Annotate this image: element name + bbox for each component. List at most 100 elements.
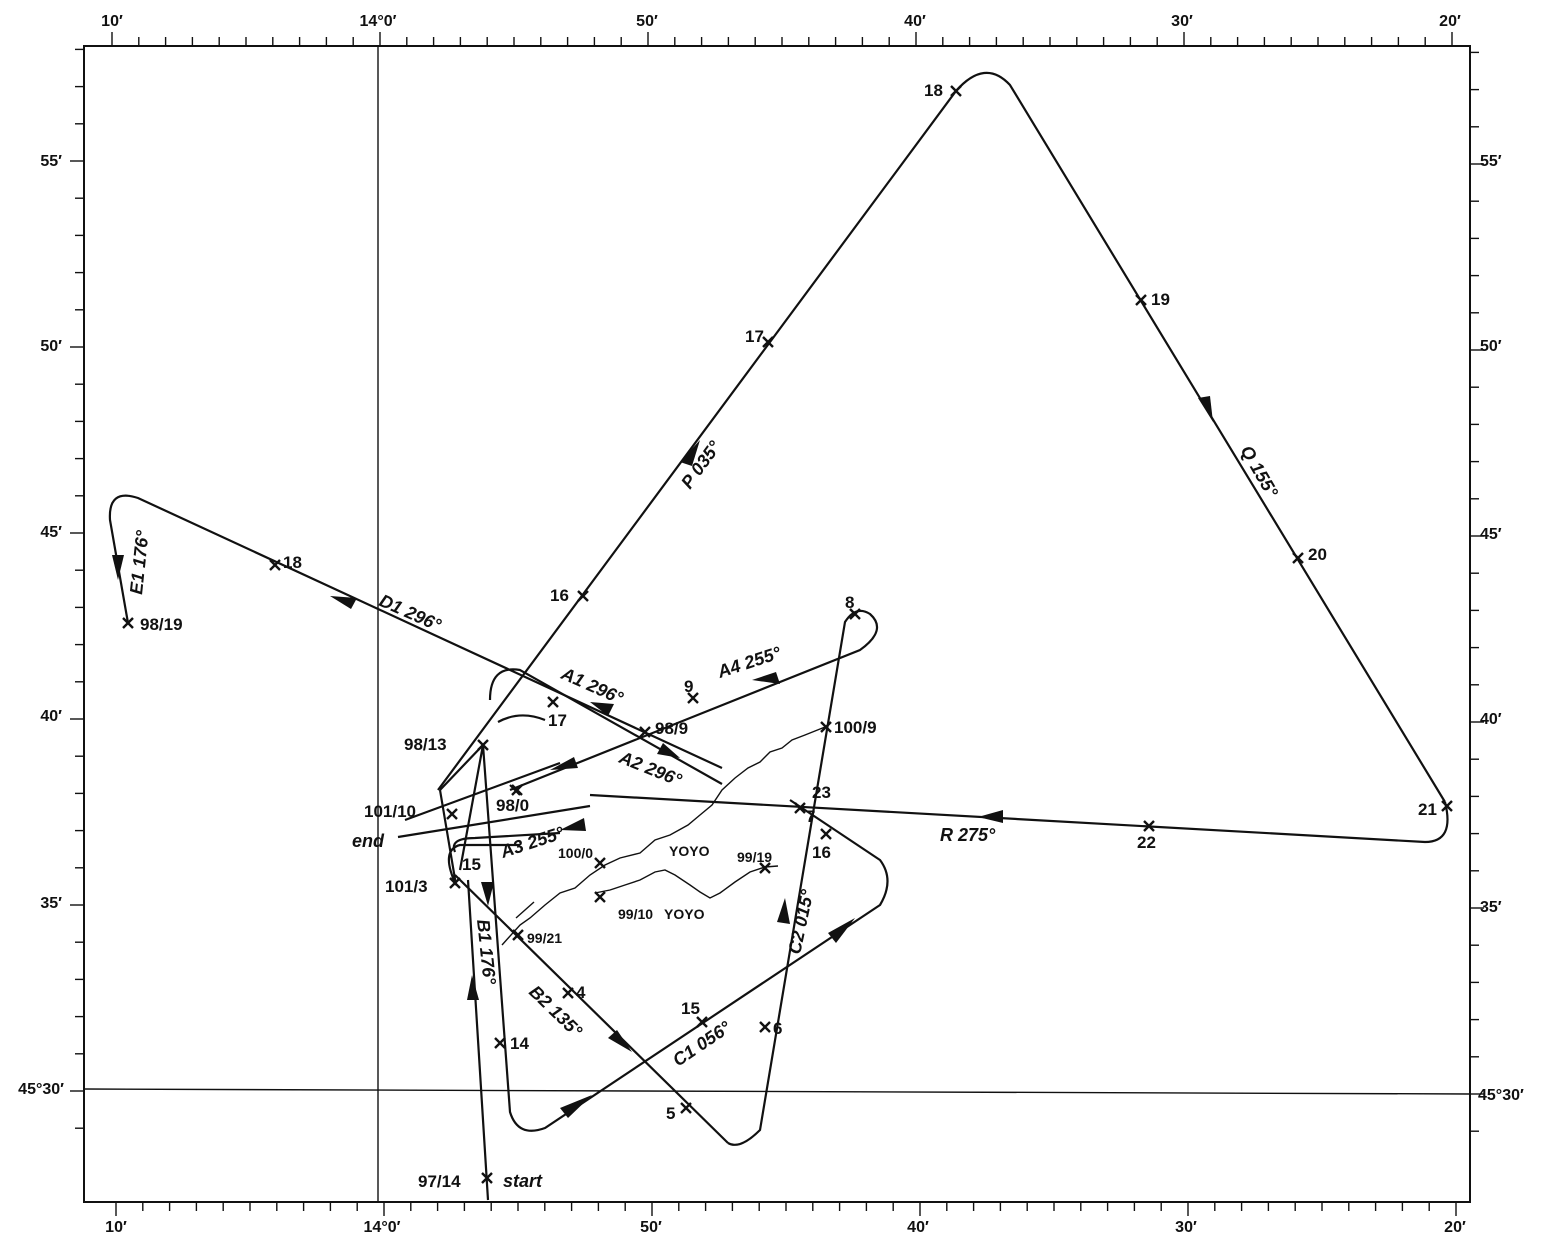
station-label-16-right: 16 [812, 843, 831, 862]
station-marker [820, 828, 832, 840]
arrow-e1 [112, 555, 124, 580]
station-label-21: 21 [1418, 800, 1437, 819]
station-marker [639, 726, 651, 738]
top-label-10: 10′ [101, 13, 123, 30]
station-label-100-9: 100/9 [834, 718, 877, 737]
parallel-45-30 [83, 1088, 1471, 1095]
yoyo-label-1: YOYO [669, 843, 710, 859]
arrow-a4 [752, 672, 780, 684]
station-marker [594, 891, 606, 903]
left-label-50: 50′ [40, 338, 62, 355]
top-axis-labels: 10′ 14°0′ 50′ 40′ 30′ 20′ [101, 13, 1461, 30]
station-label-16-left: 16 [550, 586, 569, 605]
track-leg-r [589, 793, 1449, 844]
station-label-18-left: 18 [283, 553, 302, 572]
arrow-a1 [590, 702, 614, 716]
station-marker [594, 857, 606, 869]
station-label-20: 20 [1308, 545, 1327, 564]
yoyo-track-2 [594, 865, 779, 899]
left-label-45: 45′ [40, 524, 62, 541]
arrow-a2 [657, 743, 680, 758]
station-marker [562, 987, 574, 999]
station-marker [577, 590, 589, 602]
station-label-98-0: 98/0 [496, 796, 529, 815]
axis-ticks [70, 32, 1484, 1216]
station-marker [547, 696, 559, 708]
leg-label-a3: A3 255° [497, 822, 567, 862]
station-marker [759, 1021, 771, 1033]
station-marker [696, 1016, 708, 1028]
right-label-45-30: 45°30′ [1478, 1087, 1524, 1104]
station-label-6: 6 [773, 1019, 782, 1038]
station-label-99-21: 99/21 [527, 930, 562, 946]
bottom-label-40: 40′ [907, 1219, 929, 1236]
station-label-17-top: 17 [745, 327, 764, 346]
arrow-a3-upper [550, 757, 578, 770]
bottom-label-10: 10′ [105, 1219, 127, 1236]
track-leg-a2 [497, 714, 546, 723]
right-label-55: 55′ [1480, 153, 1502, 170]
station-label-98-9: 98/9 [655, 719, 688, 738]
station-marker [122, 617, 134, 629]
track-leg-b1 [466, 744, 889, 1201]
arrow-c1-low [560, 1095, 592, 1118]
chart-frame [83, 45, 1471, 1203]
station-marker [481, 1172, 493, 1184]
right-label-45: 45′ [1480, 526, 1502, 543]
yoyo-arrow-stub [515, 901, 535, 919]
station-label-97-14: 97/14 [418, 1172, 461, 1191]
arrow-b2 [608, 1030, 632, 1052]
station-label-5: 5 [666, 1104, 675, 1123]
top-label-50: 50′ [636, 13, 658, 30]
station-marker [449, 877, 461, 889]
station-marker [446, 808, 458, 820]
station-marker [820, 721, 832, 733]
station-label-end: end [352, 831, 385, 851]
leg-label-a1: A1 296° [557, 663, 626, 709]
top-label-30: 30′ [1171, 13, 1193, 30]
left-label-45-30: 45°30′ [18, 1081, 64, 1098]
top-label-14-0: 14°0′ [360, 13, 397, 30]
station-marker [762, 336, 774, 348]
station-label-7: 7 [806, 807, 815, 826]
right-label-40: 40′ [1480, 711, 1502, 728]
station-label-15-bottom: 15 [681, 999, 700, 1018]
track-leg-a1 [488, 668, 723, 785]
station-label-22: 22 [1137, 833, 1156, 852]
station-marker [1135, 294, 1147, 306]
leg-label-r: R 275° [940, 825, 996, 845]
arrow-a3 [560, 818, 586, 831]
left-label-55: 55′ [40, 153, 62, 170]
yoyo-label-2: YOYO [664, 906, 705, 922]
right-axis-labels: 55′ 50′ 45′ 40′ 35′ 45°30′ [1478, 153, 1524, 1104]
station-marker [759, 862, 771, 874]
arrow-q [1198, 396, 1213, 422]
station-marker [950, 85, 962, 97]
leg-labels: P 035° Q 155° R 275° D1 296° E1 176° A1 … [126, 437, 1282, 1071]
track-leg-a3 [397, 804, 591, 839]
leg-label-c1: C1 056° [669, 1017, 735, 1071]
track-leg-upper [439, 744, 521, 796]
station-marker [1143, 820, 1155, 832]
right-label-35: 35′ [1480, 899, 1502, 916]
track-leg-return [452, 831, 561, 853]
station-labels: 18 19 17 20 16 21 22 23 7 16 8 9 17 18 9… [140, 81, 1437, 1191]
station-label-98-13: 98/13 [404, 735, 447, 754]
top-label-40: 40′ [904, 13, 926, 30]
arrow-r [978, 810, 1003, 823]
leg-label-d1: D1 296° [376, 590, 444, 635]
leg-label-e1: E1 176° [126, 529, 153, 596]
bottom-axis-labels: 10′ 14°0′ 50′ 40′ 30′ 20′ [105, 1219, 1466, 1236]
station-marker [794, 802, 806, 814]
station-marker [269, 559, 281, 571]
direction-arrows [112, 396, 1213, 1118]
station-marker [477, 739, 489, 751]
bottom-label-30: 30′ [1175, 1219, 1197, 1236]
station-label-9: 9 [684, 677, 693, 696]
leg-label-p: P 035° [677, 437, 725, 493]
station-label-start: start [503, 1171, 543, 1191]
yoyo-track-1 [501, 726, 826, 946]
station-label-23: 23 [812, 783, 831, 802]
station-marker [1292, 552, 1304, 564]
